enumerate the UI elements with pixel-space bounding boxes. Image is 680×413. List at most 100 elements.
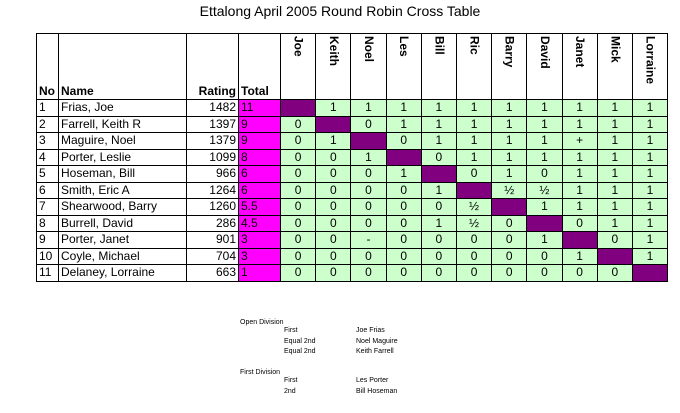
result: 1 [596,214,633,232]
result: 0 [315,198,352,216]
result: 0 [279,198,317,216]
total: 4.5 [238,214,281,232]
result: 1 [491,132,528,150]
result: ½ [491,181,528,199]
player-name: Joe [291,36,306,57]
result: 0 [385,132,422,150]
winner: Les Porter [356,377,389,384]
rating: 1482 [186,99,239,117]
player-row: 1 Frias, Joe 1482 11 1 1 1 1 1 1 1 1 1 1 [36,99,669,117]
self-cell [420,165,457,183]
place: Equal 2nd [284,348,316,355]
player-header: Noel [350,33,387,100]
result: 1 [420,115,457,133]
result: 0 [491,231,528,249]
result: 1 [385,165,422,183]
result: 0 [350,264,387,282]
result: 0 [385,247,422,265]
result: 0 [279,181,317,199]
result: 0 [385,181,422,199]
result: 1 [631,214,669,232]
result: 1 [561,148,598,166]
player-full-name: Hoseman, Bill [58,165,187,183]
player-full-name: Farrell, Keith R [58,115,187,133]
player-header: Lorraine [631,33,669,100]
self-cell [350,132,387,150]
player-name: Bill [432,36,447,55]
result: 0 [455,165,493,183]
player-row: 8 Burrell, David 286 4.5 0 0 0 0 1 ½ 0 0 1 1 [36,214,669,232]
division-title: Open Division [240,319,284,326]
player-row: 3 Maguire, Noel 1379 9 0 1 0 1 1 1 1 +1 1 [36,132,669,150]
result: ½ [526,181,563,199]
rating: 704 [186,247,239,265]
result: 1 [526,115,563,133]
player-header: Mick [596,33,633,100]
total: 9 [238,132,281,150]
result: 1 [455,132,493,150]
player-name: Barry [502,36,517,68]
player-row: 11 Delaney, Lorraine 663 1 0 0 0 0 0 0 0 0 0 0 [36,264,669,282]
row-number: 8 [36,214,59,232]
result: 0 [455,247,493,265]
result: 0 [385,198,422,216]
total: 6 [238,181,281,199]
winner: Keith Farrell [356,348,394,355]
player-row: 4 Porter, Leslie 1099 8 0 0 1 0 1 1 1 1 1 1 [36,148,669,166]
result: 1 [420,181,457,199]
result: 0 [315,165,352,183]
result: 0 [596,231,633,249]
self-cell [491,198,528,216]
player-name: Ric [467,36,482,55]
result: 0 [526,247,563,265]
result: 0 [350,247,387,265]
result: 0 [315,214,352,232]
result: 1 [631,165,669,183]
result: 0 [596,264,633,282]
player-name: Keith [326,36,341,66]
player-header: Janet [561,33,598,100]
total: 8 [238,148,281,166]
result: 0 [385,264,422,282]
result: 0 [491,264,528,282]
place: 2nd [284,387,296,395]
result: 1 [455,115,493,133]
result: 1 [491,165,528,183]
rating: 1264 [186,181,239,199]
row-number: 6 [36,181,59,199]
result: 0 [491,214,528,232]
result: 1 [315,132,352,150]
self-cell [455,181,493,199]
result: 1 [631,148,669,166]
result: 0 [385,231,422,249]
row-number: 5 [36,165,59,183]
result: 0 [350,165,387,183]
result: 1 [385,99,422,117]
winner: Bill Hoseman [356,387,398,395]
result: 0 [420,247,457,265]
winner: Joe Frias [356,327,385,334]
result: 0 [315,148,352,166]
cross-table: No Name Rating Total Joe Keith Noel Les Bill Ric B… [36,33,669,282]
player-row: 9 Porter, Janet 901 3 0 0-0 0 0 0 1 0 1 [36,231,669,249]
result: 0 [526,165,563,183]
header-cell: Rating [186,33,239,100]
result: 1 [561,247,598,265]
result: 1 [491,115,528,133]
total: 11 [238,99,281,117]
result: 1 [596,148,633,166]
result: 0 [315,181,352,199]
place: Equal 2nd [284,337,316,345]
header-cell: Name [58,33,187,100]
place: First [284,377,298,384]
result: 1 [350,148,387,166]
player-header: Barry [491,33,528,100]
row-number: 10 [36,247,59,265]
rating: 1379 [186,132,239,150]
player-name: Noel [361,36,376,63]
result: 0 [420,231,457,249]
result: 1 [561,115,598,133]
player-name: Mick [608,36,623,63]
result: - [350,231,387,249]
